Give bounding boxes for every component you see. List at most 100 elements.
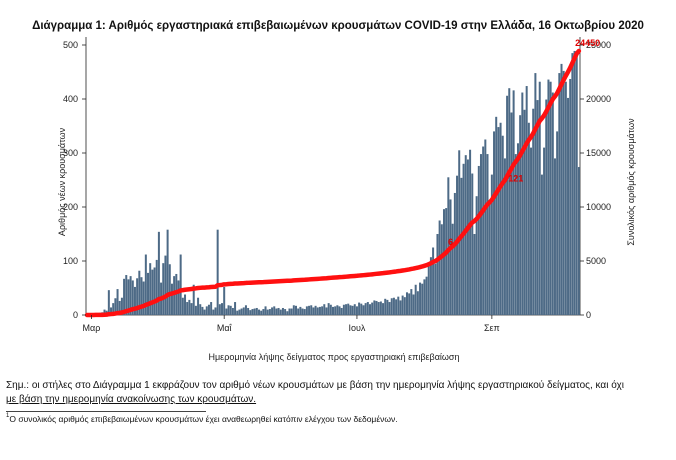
bar bbox=[310, 305, 313, 315]
bar bbox=[501, 135, 504, 315]
x-tick-label: Ιουλ bbox=[348, 323, 365, 333]
y-tick-label-left: 400 bbox=[63, 94, 78, 104]
bar bbox=[188, 299, 191, 315]
bar bbox=[229, 305, 232, 315]
bar bbox=[312, 307, 315, 315]
bar bbox=[225, 308, 228, 315]
bar bbox=[253, 308, 256, 315]
bar bbox=[273, 306, 276, 315]
bar bbox=[173, 276, 176, 315]
bar bbox=[218, 304, 221, 315]
bar bbox=[334, 306, 337, 315]
bar bbox=[532, 108, 535, 315]
bar bbox=[408, 293, 411, 315]
bar bbox=[525, 86, 528, 315]
bar bbox=[375, 300, 378, 315]
y-tick-label-left: 0 bbox=[73, 310, 78, 320]
y-axis-label-left: Αριθμός νέων κρουσμάτων bbox=[57, 127, 67, 236]
bar bbox=[538, 81, 541, 315]
bar bbox=[349, 305, 352, 315]
bar bbox=[558, 73, 561, 315]
bar bbox=[510, 112, 513, 315]
bar bbox=[553, 158, 556, 315]
bar bbox=[412, 294, 415, 315]
bar bbox=[451, 223, 454, 315]
bar bbox=[479, 154, 482, 315]
y-tick-label-right: 25000 bbox=[586, 40, 611, 50]
bar bbox=[236, 310, 239, 315]
bar bbox=[536, 100, 539, 315]
bar bbox=[379, 301, 382, 315]
bar bbox=[199, 304, 202, 315]
bar bbox=[338, 306, 341, 315]
bar bbox=[519, 115, 522, 315]
bar bbox=[540, 174, 543, 315]
chart-title: Διάγραμμα 1: Αριθμός εργαστηριακά επιβεβ… bbox=[32, 20, 644, 32]
bar bbox=[110, 307, 113, 315]
bar bbox=[421, 283, 424, 315]
bar bbox=[129, 276, 132, 315]
bar bbox=[364, 303, 367, 315]
bar bbox=[292, 305, 295, 315]
bar bbox=[249, 310, 252, 315]
bar bbox=[397, 296, 400, 315]
bar bbox=[486, 154, 489, 315]
bar bbox=[388, 302, 391, 315]
bar bbox=[384, 298, 387, 315]
bar bbox=[514, 154, 517, 315]
bar bbox=[316, 307, 319, 315]
annotation-label: 121 bbox=[508, 173, 523, 183]
bar bbox=[107, 290, 110, 315]
bar bbox=[308, 305, 311, 315]
bar bbox=[207, 304, 210, 315]
bar bbox=[545, 99, 548, 315]
bar bbox=[571, 53, 574, 315]
bar bbox=[147, 272, 150, 315]
bar bbox=[275, 308, 278, 315]
bar bbox=[201, 306, 204, 315]
bar bbox=[166, 229, 169, 315]
bar bbox=[242, 307, 245, 315]
bar bbox=[112, 303, 115, 315]
bar bbox=[438, 220, 441, 315]
bar bbox=[488, 202, 491, 315]
bar bbox=[212, 309, 215, 315]
bar bbox=[210, 302, 213, 315]
bar bbox=[194, 305, 197, 315]
footnote-text: Ο συνολικός αριθμός επιβεβαιωμένων κρουσ… bbox=[9, 414, 398, 424]
bar bbox=[325, 307, 328, 315]
bar bbox=[164, 255, 167, 315]
bar bbox=[305, 306, 308, 315]
bar bbox=[512, 90, 515, 315]
bar bbox=[240, 308, 243, 315]
bar bbox=[382, 303, 385, 315]
bars-series bbox=[86, 50, 580, 316]
bar bbox=[192, 284, 195, 315]
bar bbox=[358, 302, 361, 315]
bar bbox=[238, 309, 241, 315]
bar bbox=[547, 79, 550, 315]
bar bbox=[362, 305, 365, 315]
bar bbox=[262, 309, 265, 315]
bar bbox=[556, 131, 559, 315]
x-tick-label: Μαΐ bbox=[217, 323, 233, 333]
y-tick-label-right: 10000 bbox=[586, 202, 611, 212]
bar bbox=[569, 79, 572, 316]
bar bbox=[440, 224, 443, 315]
bar bbox=[469, 149, 472, 315]
bar bbox=[138, 270, 141, 315]
bar bbox=[268, 309, 271, 315]
bar bbox=[429, 257, 432, 315]
bar bbox=[323, 304, 326, 315]
footnote: 1Ο συνολικός αριθμός επιβεβαιωμένων κρου… bbox=[6, 413, 670, 424]
bar bbox=[490, 174, 493, 315]
bar bbox=[295, 305, 297, 315]
bar bbox=[133, 286, 136, 315]
bar bbox=[373, 300, 376, 315]
bar bbox=[419, 282, 422, 315]
bar bbox=[347, 303, 350, 315]
bar bbox=[386, 299, 389, 315]
bar bbox=[345, 304, 348, 315]
bar bbox=[508, 88, 511, 315]
bar bbox=[371, 302, 374, 315]
